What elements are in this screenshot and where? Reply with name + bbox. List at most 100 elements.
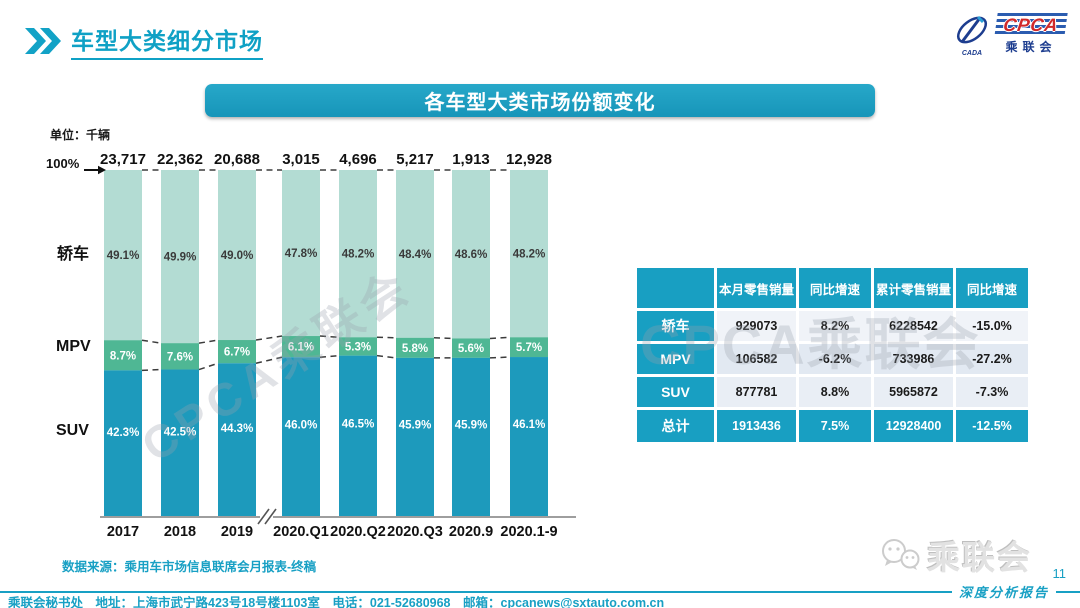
axis-break-icon xyxy=(264,508,277,525)
logo-stripes: CPCA xyxy=(994,13,1068,37)
unit-label: 单位：千辆 xyxy=(50,128,111,142)
pen-ellipse-icon xyxy=(956,15,988,44)
table-value-cell: -12.5% xyxy=(956,410,1028,442)
table-value-cell: 106582 xyxy=(717,344,796,374)
bar-segment-轿车 xyxy=(161,170,199,344)
bar-total-label: 20,688 xyxy=(214,151,260,168)
stacked-bar-chart: 49.1% 8.7% 42.3% 23,717 2017 49.9% 7.6% 42.5% 22… xyxy=(84,151,576,540)
bar-total-label: 12,928 xyxy=(506,151,552,168)
footer-rule: 深度分析报告 xyxy=(0,582,1080,601)
table-value-cell: -7.3% xyxy=(956,377,1028,407)
bar-segment-SUV xyxy=(161,369,199,517)
dashed-connector xyxy=(489,356,511,359)
bar-percent-label: 49.0% xyxy=(221,250,254,262)
dashed-connector xyxy=(198,362,219,371)
table-value-cell: 5965872 xyxy=(874,377,953,407)
bar-percent-label: 46.1% xyxy=(513,419,546,431)
bar-segment-MPV xyxy=(282,336,320,358)
chevron-icon xyxy=(25,28,61,54)
table-value-cell: 877781 xyxy=(717,377,796,407)
dashed-connector xyxy=(141,339,162,344)
bar-total-label: 5,217 xyxy=(396,151,434,168)
data-source: 数据来源：乘用车市场信息联席会月报表-终稿 xyxy=(62,560,317,574)
bar-percent-label: 7.6% xyxy=(167,351,193,363)
bar-percent-label: 48.6% xyxy=(455,249,488,261)
table-value-cell: 8.2% xyxy=(799,311,871,341)
bar-percent-label: 6.7% xyxy=(224,347,250,359)
wechat-icon xyxy=(882,539,920,570)
x-axis-label: 2019 xyxy=(221,524,253,540)
bar-segment-MPV xyxy=(510,337,548,358)
logo-acronym: CPCA xyxy=(1002,14,1060,35)
series-label-SUV: SUV xyxy=(56,422,89,439)
chart-banner-title: 各车型大类市场份额变化 xyxy=(424,92,656,114)
logo-emblem-text: CADA xyxy=(961,50,983,57)
bar-segment-SUV xyxy=(282,357,320,517)
bar-percent-label: 48.2% xyxy=(513,249,546,261)
bar-percent-label: 5.3% xyxy=(345,341,371,353)
table-value-cell: 733986 xyxy=(874,344,953,374)
table-value-cell: 8.8% xyxy=(799,377,871,407)
dashed-connector xyxy=(255,335,283,341)
table-header-cell: 累计零售销量 xyxy=(874,268,953,308)
bar-segment-轿车 xyxy=(452,170,490,339)
bar-percent-label: 8.7% xyxy=(110,350,136,362)
table-value-cell: 7.5% xyxy=(799,410,871,442)
x-axis-label: 2020.Q2 xyxy=(330,524,386,540)
bar-segment-轿车 xyxy=(396,170,434,338)
bar-percent-label: 6.1% xyxy=(288,342,314,354)
dashed-connector xyxy=(319,335,340,339)
table-value-cell: 12928400 xyxy=(874,410,953,442)
table-header-cell: 本月零售销量 xyxy=(717,268,796,308)
bar-segment-SUV xyxy=(396,357,434,517)
table-header-cell xyxy=(637,268,714,308)
bar-total-label: 4,696 xyxy=(339,151,377,168)
axis-break-icon xyxy=(257,508,270,525)
dashed-connector xyxy=(376,354,397,359)
series-label-轿车: 轿车 xyxy=(57,246,90,263)
bar-segment-MPV xyxy=(161,343,199,370)
axis-100-arrowhead xyxy=(98,165,106,175)
bar-percent-label: 45.9% xyxy=(399,420,432,432)
dashed-connector xyxy=(255,356,283,365)
bar-percent-label: 5.8% xyxy=(402,343,428,355)
dashed-connector xyxy=(376,336,397,339)
bar-total-label: 3,015 xyxy=(282,151,320,168)
bar-segment-MPV xyxy=(396,337,434,358)
x-axis-label: 2017 xyxy=(107,524,139,540)
bar-segment-SUV xyxy=(104,370,142,517)
table-row-label: SUV xyxy=(637,377,714,407)
bar-segment-轿车 xyxy=(104,170,142,341)
table-value-cell: -15.0% xyxy=(956,311,1028,341)
header: 车型大类细分市场 xyxy=(25,22,263,60)
report-label: 深度分析报告 xyxy=(958,585,1049,600)
table-value-cell: 1913436 xyxy=(717,410,796,442)
chart-banner: 各车型大类市场份额变化 xyxy=(205,84,875,117)
footer-line xyxy=(0,590,952,593)
table-row-label: 轿车 xyxy=(637,311,714,341)
table-header-cell: 同比增速 xyxy=(956,268,1028,308)
table-header-cell: 同比增速 xyxy=(799,268,871,308)
wechat-brand: 乘联会 xyxy=(879,531,1032,579)
bar-segment-MPV xyxy=(339,337,377,356)
bar-percent-label: 46.5% xyxy=(342,418,375,430)
bar-percent-label: 44.3% xyxy=(221,423,254,435)
cpca-logo: CADA CPCA 乘联会 xyxy=(952,13,1068,57)
table-row-label: MPV xyxy=(637,344,714,374)
bar-percent-label: 42.3% xyxy=(107,427,140,439)
bar-total-label: 23,717 xyxy=(100,151,146,168)
bar-percent-label: 5.6% xyxy=(458,343,484,355)
table-value-cell: 6228542 xyxy=(874,311,953,341)
series-label-MPV: MPV xyxy=(56,338,91,355)
table-value-cell: -27.2% xyxy=(956,344,1028,374)
table-value-cell: -6.2% xyxy=(799,344,871,374)
bar-percent-label: 42.5% xyxy=(164,426,197,438)
dashed-connector xyxy=(433,337,453,340)
table-value-cell: 929073 xyxy=(717,311,796,341)
logo-emblem: CADA xyxy=(952,13,992,57)
bar-segment-MPV xyxy=(104,340,142,371)
bar-percent-label: 49.1% xyxy=(107,250,140,262)
page-title: 车型大类细分市场 xyxy=(71,22,263,60)
dashed-connector xyxy=(141,368,162,372)
